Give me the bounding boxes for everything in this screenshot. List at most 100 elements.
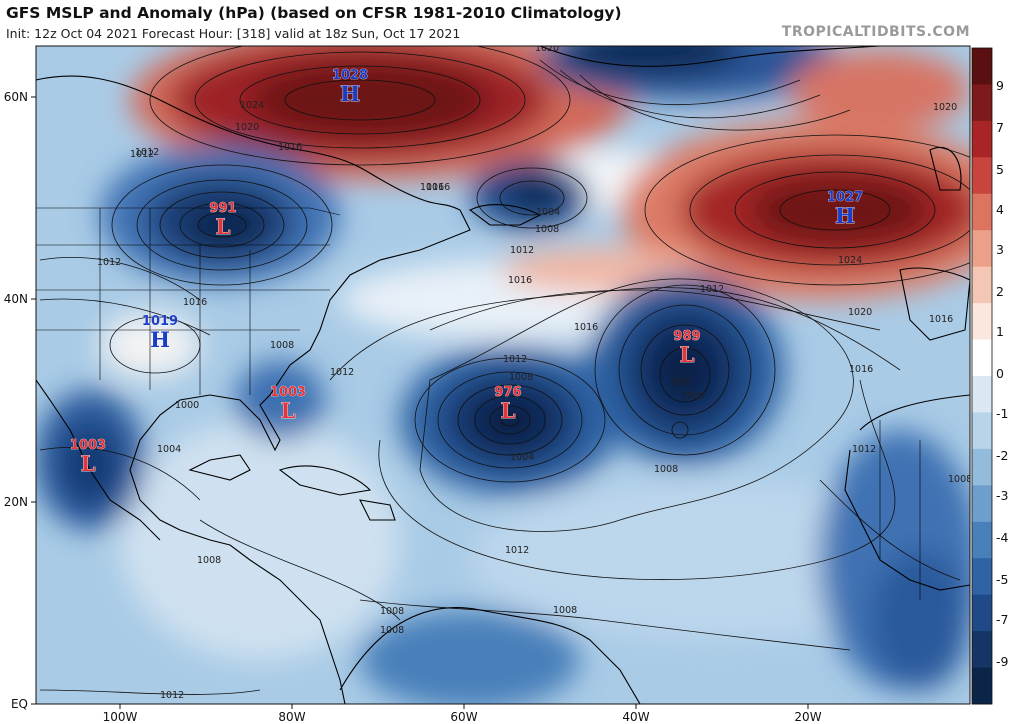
map-area: 1012 101610201024101610121008100410121016… [36, 43, 972, 704]
isobar-label: 1016 [278, 142, 302, 153]
colorbar-label: -9 [996, 654, 1009, 669]
isobar-label: 1020 [848, 307, 872, 318]
colorbar-label: -4 [996, 530, 1009, 545]
colorbar-label: 5 [996, 162, 1004, 177]
colorbar-swatch [972, 376, 992, 413]
pressure-center-value: 1019 [142, 314, 178, 329]
lat-label-60n: 60N [4, 90, 28, 104]
colorbar-swatch [972, 667, 992, 705]
lon-label-80w: 80W [278, 710, 305, 724]
isobar-label: 1012 [700, 284, 724, 295]
lat-label-eq: EQ [11, 697, 28, 711]
colorbar-label: 9 [996, 78, 1004, 93]
low-pressure-symbol: L [81, 451, 96, 476]
lon-label-60w: 60W [450, 710, 477, 724]
colorbar-frame [971, 47, 993, 705]
isobar-label: 1012 [97, 257, 121, 268]
colorbar-label: 3 [996, 242, 1004, 257]
isobar-label: 1012 [505, 545, 529, 556]
high-pressure-symbol: H [835, 203, 855, 228]
isobar-labels: 1012 101610201024101610121008100410121016… [97, 43, 972, 701]
political-borders [36, 207, 921, 600]
pressure-center-value: 1027 [827, 190, 863, 205]
colorbar-label: -3 [996, 488, 1008, 503]
colorbar: 9 7 5 4 3 2 1 0 -1 -2 -3 -4 -5 -7 -9 [971, 47, 1009, 705]
isobar-label: 1012 [160, 690, 184, 701]
chart-subtitle: Init: 12z Oct 04 2021 Forecast Hour: [31… [6, 26, 461, 41]
colorbar-swatch [972, 230, 992, 268]
isobar-label: 1004 [157, 444, 181, 455]
isobar-label: 1020 [535, 43, 559, 54]
pressure-center-value: 1003 [270, 385, 306, 400]
colorbar-label: -2 [996, 448, 1008, 463]
colorbar-label: 7 [996, 120, 1004, 135]
isobar-label: 1020 [933, 102, 957, 113]
isobar-label: 1016 [426, 182, 450, 193]
longitude-axis: 100W 80W 60W 40W 20W [103, 704, 822, 724]
isobar-label: 1024 [240, 100, 264, 111]
pressure-center-value: 991 [209, 201, 236, 216]
colorbar-swatch [972, 485, 992, 523]
isobar-label: 1012 [503, 354, 527, 365]
colorbar-swatch [972, 48, 992, 85]
lon-label-100w: 100W [103, 710, 138, 724]
isobar-label: 1012 [135, 147, 159, 158]
high-pressure-symbol: H [150, 327, 170, 352]
isobar-label: 1008 [535, 224, 559, 235]
colorbar-swatch [972, 303, 992, 341]
low-pressure-symbol: L [216, 214, 231, 239]
isobar-label: 1016 [420, 182, 444, 193]
isobar-label: 1000 [681, 391, 705, 402]
isobar-label: 1016 [849, 364, 873, 375]
lat-label-40n: 40N [4, 292, 28, 306]
colorbar-label: -5 [996, 572, 1008, 587]
colorbar-swatch [972, 448, 992, 486]
colorbar-swatch [972, 631, 992, 669]
isobar-label: 1016 [508, 275, 532, 286]
low-pressure-symbol: L [680, 342, 695, 367]
isobar-label: 1008 [380, 606, 404, 617]
coastlines [36, 46, 970, 704]
pressure-center-value: 989 [673, 329, 700, 344]
isobar-label: 1024 [838, 255, 862, 266]
isobar-label: 1008 [553, 605, 577, 616]
colorbar-swatch [972, 120, 992, 158]
colorbar-label: -7 [996, 612, 1008, 627]
isobar-label: 1008 [380, 625, 404, 636]
colorbar-swatch [972, 84, 992, 122]
isobar-label: 1000 [175, 400, 199, 411]
isobar-label: 996 [672, 377, 690, 388]
isobar-label: 1020 [235, 122, 259, 133]
colorbar-label: -1 [996, 406, 1008, 421]
high-pressure-symbol: H [340, 81, 360, 106]
isobar-label: 1008 [654, 464, 678, 475]
colorbar-label: 1 [996, 324, 1004, 339]
isobar-label: 1008 [509, 372, 533, 383]
isobar-label: 1012 [330, 367, 354, 378]
isobars [39, 46, 970, 695]
colorbar-swatch [972, 558, 992, 596]
colorbar-swatch [972, 412, 992, 450]
isobar-label: 1008 [270, 340, 294, 351]
isobar-label: 1012 [510, 245, 534, 256]
colorbar-swatch [972, 266, 992, 304]
isobar-label: 1008 [948, 474, 972, 485]
latitude-axis: 60N 40N 20N EQ [4, 90, 36, 711]
pressure-center-value: 1003 [70, 438, 106, 453]
isobar-label: 1016 [574, 322, 598, 333]
map-frame [35, 45, 971, 705]
colorbar-swatch [972, 193, 992, 231]
colorbar-label: 4 [996, 202, 1004, 217]
colorbar-label: 0 [996, 366, 1004, 381]
colorbar-swatch [972, 339, 992, 377]
isobar-label: 1008 [197, 555, 221, 566]
isobar-label: 1012 [130, 149, 154, 160]
pressure-center-value: 1028 [332, 68, 368, 83]
colorbar-swatch [972, 157, 992, 195]
brand-watermark: TROPICALTIDBITS.COM [781, 24, 970, 40]
isobar-label: 1016 [183, 297, 207, 308]
isobar-label: 1012 [852, 444, 876, 455]
isobar-label: 1004 [536, 207, 560, 218]
